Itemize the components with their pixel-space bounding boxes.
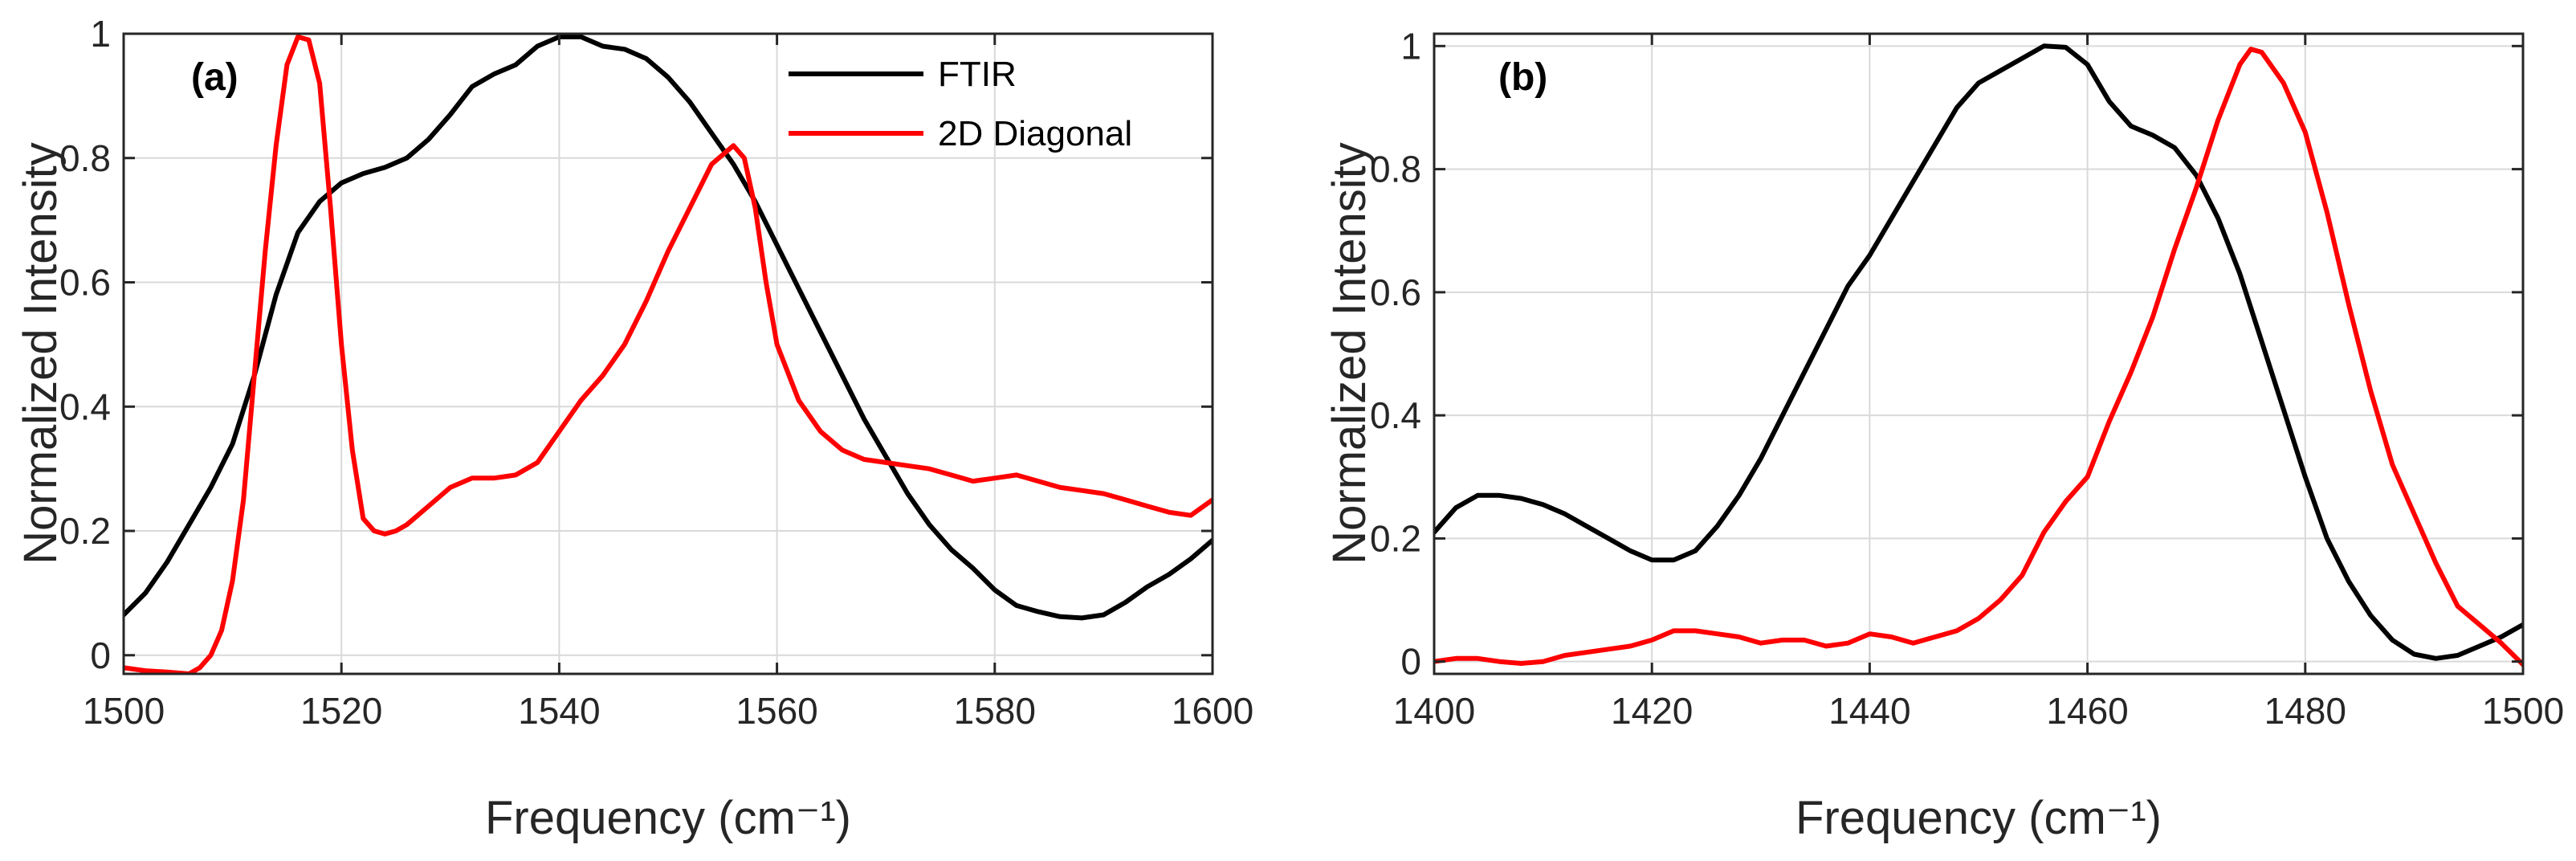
- panel-b-series-group: [1434, 43, 2523, 667]
- panel-a-y-tick-label: 1: [90, 13, 111, 55]
- panel-a-ticks: 1500 1520 1540 1560 1580 1600 0 0.2 0.4 0.6 0.8 1: [59, 13, 1253, 732]
- panel-b-y-tick-label: 0.6: [1370, 271, 1421, 313]
- panel-b-x-tick-label: 1400: [1393, 690, 1475, 732]
- panel-b-y-tick-label: 0.4: [1370, 394, 1421, 436]
- panel-b-y-tick-label: 0: [1400, 641, 1421, 683]
- panel-a-x-tick-label: 1560: [736, 690, 817, 732]
- panel-a-y-tick-label: 0.6: [59, 262, 111, 304]
- panel-b-x-axis-label: Frequency (cm⁻¹): [1795, 792, 2162, 844]
- panel-b-label: (b): [1498, 56, 1547, 99]
- panel-b-y-tick-label: 0.8: [1370, 149, 1421, 190]
- panel-a-y-tick-label: 0.4: [59, 386, 111, 427]
- panel-a-y-tick-label: 0.2: [59, 510, 111, 552]
- panel-a-x-tick-label: 1540: [518, 690, 600, 732]
- panel-b-series-ftir: [1434, 43, 2523, 661]
- panel-a-y-tick-label: 0: [90, 635, 111, 676]
- panel-b-x-tick-label: 1420: [1611, 690, 1693, 732]
- panel-a-x-tick-label: 1600: [1172, 690, 1253, 732]
- panel-b-x-tick-label: 1480: [2264, 690, 2346, 732]
- panel-a-x-tick-label: 1580: [954, 690, 1036, 732]
- panel-a-chart: 1500 1520 1540 1560 1580 1600 0 0.2 0.4 0.6 0.8 1 (…: [14, 13, 1253, 844]
- panel-a-label: (a): [191, 56, 238, 99]
- panel-b-y-tick-label: 0.2: [1370, 517, 1421, 559]
- panel-a-legend: FTIR 2D Diagonal: [789, 55, 1132, 153]
- panel-b-chart: 1400 1420 1440 1460 1480 1500 0 0.2 0.4 0.6 0.8 1 (…: [1323, 25, 2564, 844]
- panel-b-x-tick-label: 1460: [2046, 690, 2128, 732]
- panel-a-y-axis-label: Normalized Intensity: [14, 142, 67, 564]
- panel-a-plot-frame: [122, 32, 1214, 675]
- panel-b-series-2d-diagonal: [1434, 47, 2523, 667]
- legend-label-2d-diagonal: 2D Diagonal: [938, 114, 1132, 153]
- panel-a-y-tick-label: 0.8: [59, 137, 111, 179]
- panel-b-x-tick-label: 1440: [1828, 690, 1910, 732]
- panel-a-series-ftir: [124, 34, 1213, 621]
- legend-label-ftir: FTIR: [938, 55, 1017, 94]
- panel-b-ticks: 1400 1420 1440 1460 1480 1500 0 0.2 0.4 0.6 0.8 1: [1370, 25, 2564, 732]
- panel-a-x-tick-label: 1520: [300, 690, 382, 732]
- panel-b-y-axis-label: Normalized Intensity: [1323, 142, 1376, 564]
- panel-b-y-tick-label: 1: [1400, 25, 1421, 67]
- panel-a-x-axis-label: Frequency (cm⁻¹): [485, 792, 851, 844]
- panel-b-plot-frame: [1433, 32, 2525, 675]
- panel-a-series-2d-diagonal: [124, 34, 1213, 674]
- panel-a-series-group: [124, 34, 1213, 674]
- panel-b-x-tick-label: 1500: [2482, 690, 2564, 732]
- panel-a-x-tick-label: 1500: [83, 690, 165, 732]
